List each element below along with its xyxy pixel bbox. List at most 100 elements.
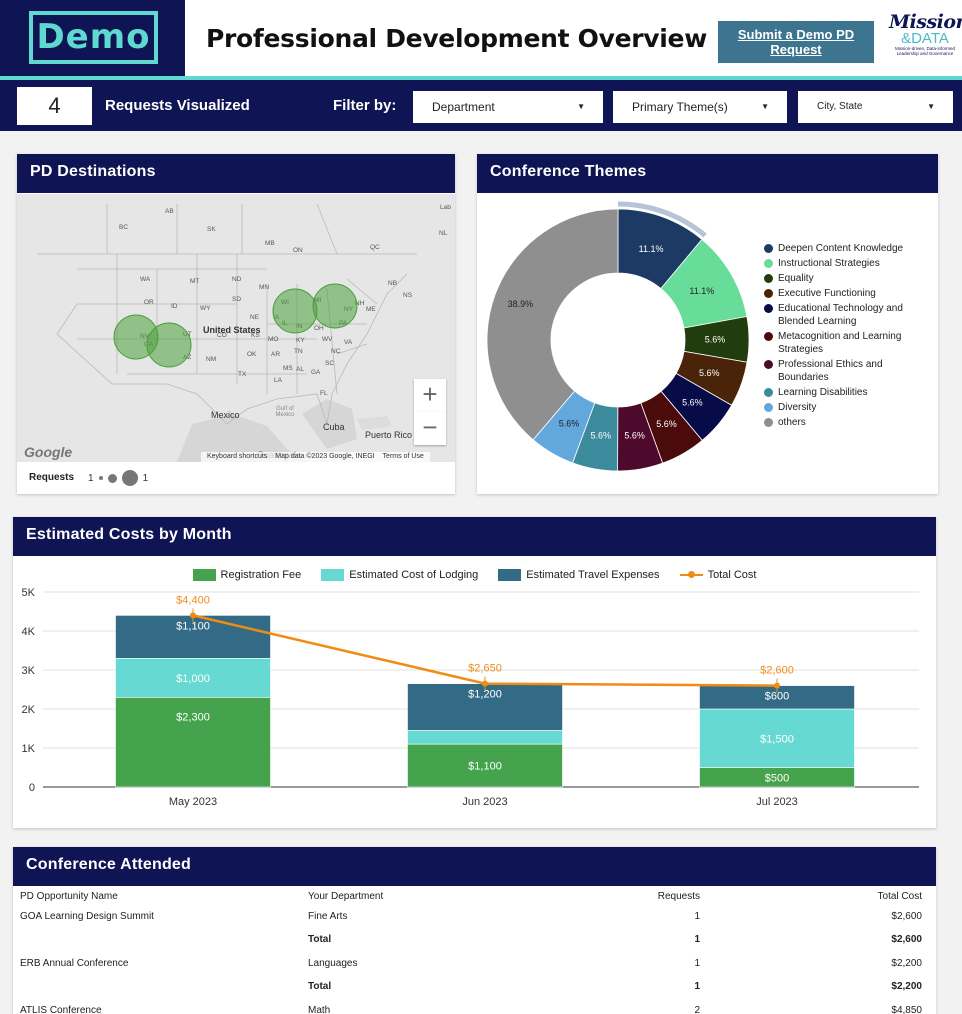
submit-request-button[interactable]: Submit a Demo PD Request	[718, 21, 874, 63]
cell-requests: 1	[694, 911, 700, 922]
legend-item[interactable]: Educational Technology and Blended Learn…	[764, 302, 904, 328]
bar-segment[interactable]	[699, 708, 855, 768]
chevron-down-icon: ▼	[927, 102, 935, 111]
legend-label: Professional Ethics and Boundaries	[778, 359, 883, 383]
map-label: NL	[439, 230, 448, 237]
legend-label: Equality	[778, 273, 814, 284]
map-label: ME	[366, 306, 376, 313]
cell-requests: 1	[694, 981, 700, 992]
legend-item[interactable]: Executive Functioning	[764, 287, 904, 300]
table-header-row: PD Opportunity Name Your Department Requ…	[13, 891, 936, 911]
donut-slice-label: 38.9%	[508, 299, 534, 309]
legend-swatch	[764, 289, 773, 298]
total-cost-label: $2,650	[468, 663, 502, 675]
map-label: MN	[259, 284, 270, 291]
y-tick-label: 1K	[22, 743, 36, 755]
costs-legend-item[interactable]: Registration Fee	[192, 569, 301, 581]
bar-value-label: $1,200	[468, 689, 502, 701]
table-row[interactable]: ERB Annual Conference Languages 1 $2,200	[13, 958, 936, 978]
legend-item[interactable]: Deepen Content Knowledge	[764, 242, 904, 255]
map-attribution: Keyboard shortcuts Map data ©2023 Google…	[201, 452, 430, 462]
terms-of-use-link[interactable]: Terms of Use	[382, 453, 424, 460]
map-label: ID	[171, 303, 178, 310]
map-label: VA	[344, 339, 353, 346]
legend-item[interactable]: Learning Disabilities	[764, 386, 904, 399]
legend-max: 1	[142, 472, 149, 484]
cell-cost: $2,600	[891, 934, 922, 945]
cell-requests: 2	[694, 1005, 700, 1014]
conference-themes-card: Conference Themes 11.1% 11.1% 5.6% 5.6% 5.6%…	[477, 154, 938, 494]
col-header-requests[interactable]: Requests	[657, 891, 700, 902]
legend-label: Total Cost	[707, 569, 757, 581]
zoom-out-button[interactable]: −	[414, 412, 446, 445]
brand-tagline: Mission-driven, Data-informed Leadership…	[894, 46, 956, 56]
bar-segment[interactable]	[115, 658, 271, 698]
bar-segment[interactable]	[407, 743, 563, 788]
donut-slice[interactable]	[486, 208, 619, 441]
total-cost-line[interactable]	[192, 614, 778, 687]
legend-item[interactable]: Equality	[764, 272, 904, 285]
map-label: WA	[140, 276, 151, 283]
table-row[interactable]: ATLIS Conference Math 2 $4,850	[13, 1005, 936, 1014]
themes-donut-chart[interactable]: 11.1% 11.1% 5.6% 5.6% 5.6% 5.6% 5.6% 5.6% 5.6% 38…	[477, 194, 762, 494]
map-label: OK	[247, 351, 257, 358]
costs-legend-item[interactable]: Total Cost	[679, 569, 757, 581]
col-header-cost[interactable]: Total Cost	[877, 891, 922, 902]
destinations-map[interactable]: AB SK BC MB ON QC NL NB NS WA MT ND MN OR ID SD WY WI MI NY…	[17, 194, 455, 462]
bar-value-label: $2,300	[176, 711, 210, 723]
costs-bar-chart[interactable]: 0 1K 2K 3K 4K 5K $2,300 $1,000 $1,100 May 2023 $1,…	[13, 585, 936, 825]
city-dropdown[interactable]: City, State ▼	[798, 91, 953, 123]
cell-requests: 1	[694, 934, 700, 945]
costs-legend-item[interactable]: Estimated Travel Expenses	[498, 569, 660, 581]
bar-segment[interactable]	[115, 615, 271, 659]
legend-item[interactable]: Diversity	[764, 401, 904, 414]
legend-label: Educational Technology and Blended Learn…	[778, 303, 903, 327]
cell-department: Total	[308, 981, 332, 992]
cell-name: ERB Annual Conference	[20, 958, 129, 969]
cell-department: Math	[308, 1005, 331, 1014]
table-row[interactable]: GOA Learning Design Summit Fine Arts 1 $2,6…	[13, 911, 936, 931]
col-header-name[interactable]: PD Opportunity Name	[20, 891, 118, 902]
donut-slice-label: 5.6%	[656, 419, 677, 429]
themes-legend: Deepen Content Knowledge Instructional St…	[764, 242, 904, 431]
size-medium-icon	[107, 473, 117, 483]
brand-line2: &DATA	[901, 30, 949, 47]
map-label: UT	[183, 331, 192, 338]
map-label: CA	[144, 341, 154, 348]
legend-item[interactable]: Metacognition and Learning Strategies	[764, 330, 904, 356]
conference-themes-title: Conference Themes	[477, 154, 938, 193]
y-tick-label: 3K	[22, 665, 36, 677]
map-legend-scale: 1 1	[88, 470, 148, 486]
donut-slice-label: 11.1%	[639, 244, 664, 254]
map-label: NE	[250, 314, 260, 321]
demo-logo: Demo	[29, 11, 158, 64]
map-label: FL	[320, 390, 328, 397]
brand-line1: Mission	[889, 11, 962, 33]
y-tick-label: 5K	[22, 587, 36, 599]
bar-segment[interactable]	[115, 697, 271, 788]
chevron-down-icon: ▼	[761, 102, 769, 111]
map-label: OH	[314, 325, 324, 332]
cell-department: Languages	[308, 958, 358, 969]
col-header-department[interactable]: Your Department	[308, 891, 384, 902]
legend-item[interactable]: Professional Ethics and Boundaries	[764, 358, 904, 384]
legend-swatch	[764, 360, 773, 369]
department-dropdown[interactable]: Department ▼	[413, 91, 603, 123]
costs-legend-item[interactable]: Estimated Cost of Lodging	[321, 569, 478, 581]
table-total-row[interactable]: Total 1 $2,200	[13, 981, 936, 1001]
bar-segment[interactable]	[407, 683, 563, 731]
theme-dropdown[interactable]: Primary Theme(s) ▼	[613, 91, 787, 123]
legend-item[interactable]: others	[764, 416, 904, 429]
table-total-row[interactable]: Total 1 $2,600	[13, 934, 936, 954]
keyboard-shortcuts-link[interactable]: Keyboard shortcuts	[207, 453, 268, 460]
map-label: AR	[271, 351, 281, 358]
map-label: Lab	[440, 204, 451, 211]
donut-slice-label: 5.6%	[699, 368, 720, 378]
bar-value-label: $500	[765, 772, 789, 784]
zoom-in-button[interactable]: +	[414, 379, 446, 412]
legend-item[interactable]: Instructional Strategies	[764, 257, 904, 270]
map-label: AL	[296, 366, 304, 373]
map-label: QC	[370, 244, 380, 251]
map-label: AZ	[183, 354, 192, 361]
map-label: Gulf of Mexico	[275, 406, 295, 418]
